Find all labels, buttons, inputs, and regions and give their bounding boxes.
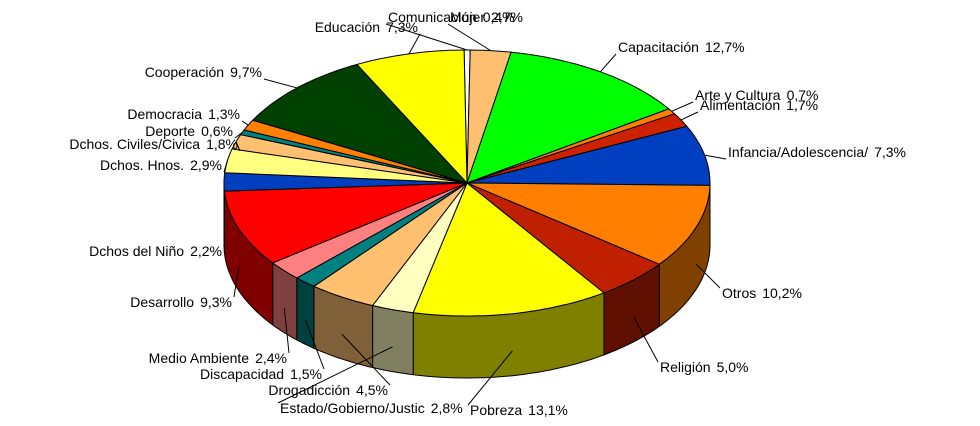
category-label: Religión	[660, 359, 711, 375]
value-label: 2,8%	[431, 400, 463, 416]
slice-label: Dchos. Hnos. 2,9%	[100, 157, 222, 173]
category-label: Cooperación	[145, 64, 224, 80]
value-label: 2,2%	[190, 243, 222, 259]
value-label: 9,3%	[200, 294, 232, 310]
slice-label: Drogadicción 4,5%	[268, 382, 388, 398]
slice-label: Pobreza 13,1%	[470, 402, 568, 418]
slice-side	[297, 278, 314, 348]
value-label: 7,3%	[874, 144, 906, 160]
category-label: Desarrollo	[130, 294, 194, 310]
value-label: 4,5%	[356, 382, 388, 398]
slice-label: Otros 10,2%	[722, 285, 802, 301]
value-label: 0,6%	[201, 123, 233, 139]
slice-label: Estado/Gobierno/Justic 2,8%	[280, 400, 463, 416]
category-label: Democracia	[127, 106, 202, 122]
category-label: Capacitación	[618, 39, 699, 55]
value-label: 2,7%	[491, 9, 523, 25]
category-label: Otros	[722, 285, 756, 301]
value-label: 1,7%	[786, 97, 818, 113]
value-label: 1,5%	[290, 366, 322, 382]
category-label: Alimentación	[700, 97, 780, 113]
category-label: Educación	[315, 19, 380, 35]
leader-line	[448, 24, 491, 51]
category-label: Mujer	[450, 9, 485, 25]
slice-label: Cooperación 9,7%	[145, 64, 262, 80]
value-label: 1,3%	[208, 106, 240, 122]
value-label: 12,7%	[705, 39, 745, 55]
value-label: 2,4%	[255, 350, 287, 366]
category-label: Dchos. Hnos.	[100, 157, 184, 173]
leader-line	[600, 54, 616, 72]
category-label: Medio Ambiente	[149, 350, 250, 366]
leader-line	[672, 102, 693, 111]
slice-label: Alimentación 1,7%	[700, 97, 818, 113]
slice-label: Deporte 0,6%	[145, 123, 233, 139]
slice-label: Dchos del Niño 2,2%	[89, 243, 222, 259]
value-label: 2,9%	[190, 157, 222, 173]
leader-line	[409, 34, 420, 54]
value-label: 7,3%	[386, 19, 418, 35]
slice-label: Capacitación 12,7%	[618, 39, 745, 55]
slice-label: Democracia 1,3%	[127, 106, 240, 122]
slice-side	[373, 306, 414, 375]
leader-line	[242, 121, 248, 125]
value-label: 13,1%	[528, 402, 568, 418]
value-label: 10,2%	[762, 285, 802, 301]
slice-label: Infancia/Adolescencia/7,3%	[728, 144, 906, 160]
slice-label: Medio Ambiente 2,4%	[149, 350, 287, 366]
slice-label: Discapacidad 1,5%	[200, 366, 322, 382]
value-label: 5,0%	[717, 359, 749, 375]
category-label: Pobreza	[470, 402, 522, 418]
category-label: Deporte	[145, 123, 195, 139]
category-label: Discapacidad	[200, 366, 284, 382]
category-label: Infancia/Adolescencia/	[728, 144, 868, 160]
leader-line	[705, 155, 726, 159]
leader-line	[264, 79, 297, 88]
value-label: 9,7%	[230, 64, 262, 80]
slice-label: Religión 5,0%	[660, 359, 749, 375]
slice-label: Desarrollo 9,3%	[130, 294, 232, 310]
leader-line	[681, 112, 698, 120]
category-label: Drogadicción	[268, 382, 350, 398]
category-label: Estado/Gobierno/Justic	[280, 400, 425, 416]
slice-label: Educación 7,3%	[315, 19, 418, 35]
category-label: Dchos del Niño	[89, 243, 184, 259]
